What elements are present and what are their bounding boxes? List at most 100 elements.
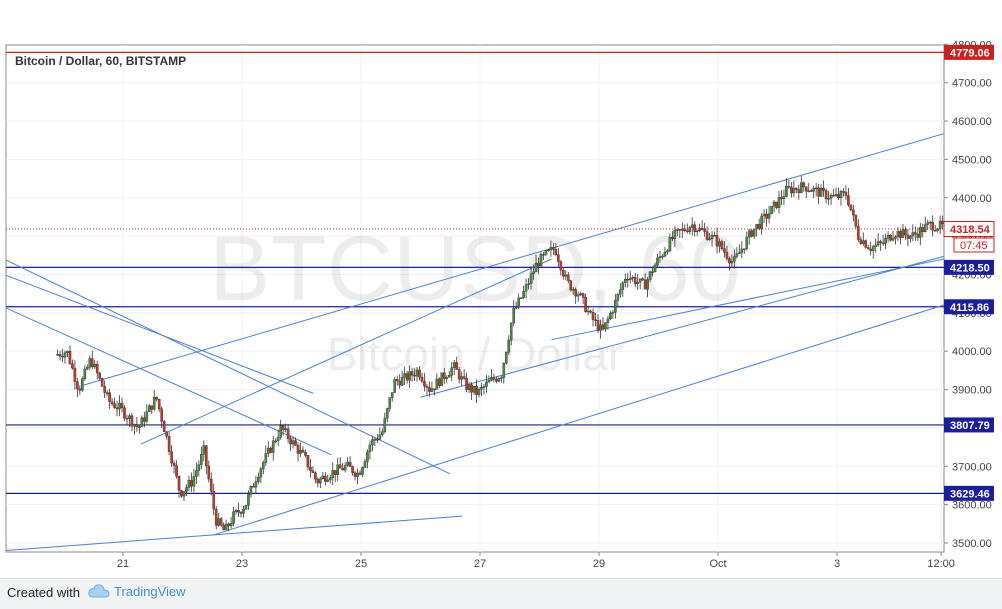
candle-body [569, 280, 573, 291]
candle-body [601, 324, 605, 330]
candle-body [790, 186, 793, 194]
candle-body [195, 470, 198, 477]
candle-body [534, 262, 538, 273]
candle-body [663, 251, 667, 257]
candle-body [852, 209, 855, 216]
candle-body [133, 424, 136, 427]
candle-body [509, 322, 513, 341]
candle-body [224, 523, 228, 531]
tradingview-brand: TradingView [114, 583, 186, 599]
tradingview-link[interactable]: TradingView [88, 583, 186, 599]
candle-body [170, 451, 173, 464]
candle-body [849, 204, 853, 211]
candle-body [157, 399, 161, 410]
candle-body [130, 415, 134, 427]
time-axis: 21 23 25 27 29 Oct 3 12:00 [117, 552, 955, 570]
candle-body [787, 186, 791, 188]
candle-body [304, 451, 307, 456]
candle-body [467, 384, 471, 391]
candle-body [594, 319, 597, 321]
candle-body [517, 297, 520, 308]
candle-body [383, 418, 387, 432]
candle-body [643, 279, 647, 290]
candle-body [524, 284, 528, 292]
candle-body [316, 478, 320, 484]
candle-body [227, 523, 230, 527]
level-label-box [944, 299, 994, 315]
candle-body [809, 190, 813, 192]
chart-canvas[interactable]: BTCUSD, 60 Bitcoin / Dollar Bitcoin / Doll… [0, 0, 1002, 578]
candle-body [747, 230, 751, 238]
candle-body [552, 247, 555, 250]
candle-body [128, 415, 131, 419]
candle-body [678, 229, 682, 231]
candle-body [408, 371, 411, 381]
candle-body [455, 362, 458, 370]
candle-body [869, 248, 873, 252]
candle-body [242, 509, 245, 514]
candle-body [185, 487, 188, 492]
candle-body [485, 381, 488, 387]
candle-body [576, 294, 580, 297]
candle-body [641, 278, 644, 281]
candle-body [792, 187, 796, 194]
candle-body [668, 236, 672, 252]
candle-body [311, 470, 315, 473]
watermark-symbol: BTCUSD, 60 [209, 218, 741, 320]
candle-body [725, 252, 729, 259]
level-label: 3629.46 [950, 488, 990, 500]
candle-body [527, 283, 530, 285]
candle-body [420, 376, 424, 382]
time-tick-label: 3 [834, 558, 840, 570]
candle-body [611, 312, 615, 314]
time-tick-label: 12:00 [927, 558, 955, 570]
candle-body [314, 472, 317, 480]
time-tick-label: 23 [236, 558, 248, 570]
candle-body [651, 271, 654, 273]
candle-body [750, 230, 754, 237]
candle-body [460, 376, 463, 380]
candle-body [418, 369, 421, 378]
candle-body [656, 257, 659, 266]
candle-body [857, 226, 860, 240]
candle-body [321, 475, 325, 479]
candle-body [289, 438, 292, 445]
candle-body [291, 440, 295, 445]
candle-body [909, 235, 912, 239]
trend-line [212, 304, 944, 536]
candle-body [495, 379, 498, 382]
candle-body [829, 195, 833, 199]
candle-body [886, 234, 890, 239]
candle-body [547, 249, 550, 252]
candle-body [83, 368, 87, 379]
candle-body [281, 425, 285, 430]
candle-body [586, 310, 590, 313]
candle-body [358, 472, 362, 475]
time-tick-label: 27 [474, 558, 486, 570]
candle-body [217, 518, 220, 526]
candle-body [847, 195, 850, 206]
candle-body [933, 230, 937, 232]
candle-body [162, 421, 166, 433]
candle-body [614, 300, 617, 313]
candle-body [542, 254, 545, 256]
candle-body [755, 224, 758, 230]
level-label: 4779.06 [950, 47, 990, 59]
candle-body [834, 194, 838, 196]
candle-body [202, 445, 206, 455]
candle-body [262, 462, 265, 470]
candle-body [279, 425, 282, 438]
candle-body [710, 234, 714, 239]
candle-body [338, 464, 342, 469]
candle-body [926, 222, 930, 225]
candle-body [693, 224, 696, 233]
candle-body [814, 187, 818, 190]
candle-body [519, 297, 523, 299]
trend-line [420, 255, 944, 398]
candle-body [609, 313, 612, 320]
candle-body [628, 277, 632, 280]
candle-body [676, 229, 679, 231]
candle-body [854, 214, 858, 227]
candle-body [633, 277, 637, 284]
candle-body [108, 392, 111, 402]
